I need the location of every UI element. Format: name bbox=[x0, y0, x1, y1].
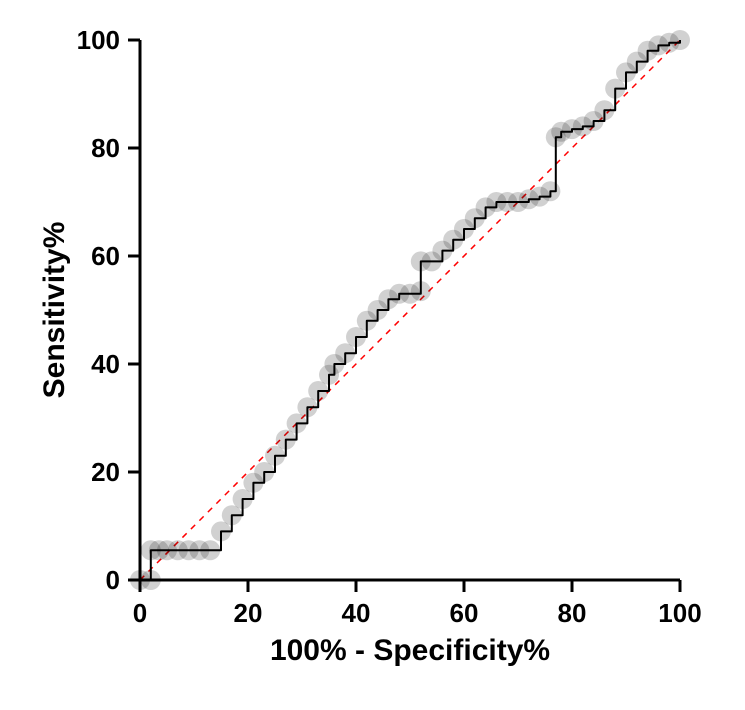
chart-svg: 0 20 40 60 80 100 0 20 40 60 80 100 100% - Specifici… bbox=[0, 0, 745, 710]
roc-chart: 0 20 40 60 80 100 0 20 40 60 80 100 100% - Specifici… bbox=[0, 0, 745, 710]
x-tick-label: 40 bbox=[342, 598, 371, 628]
y-tick-label: 40 bbox=[91, 349, 120, 379]
roc-point bbox=[200, 540, 220, 560]
y-tick-label: 0 bbox=[106, 565, 120, 595]
roc-point bbox=[594, 100, 614, 120]
roc-point bbox=[540, 181, 560, 201]
x-tick-label: 80 bbox=[558, 598, 587, 628]
x-tick-label: 60 bbox=[450, 598, 479, 628]
x-axis-title: 100% - Specificity% bbox=[270, 634, 550, 667]
y-axis-title: Sensitivity% bbox=[38, 222, 71, 399]
y-tick-label: 20 bbox=[91, 457, 120, 487]
roc-point bbox=[670, 30, 690, 50]
roc-point bbox=[411, 281, 431, 301]
x-tick-label: 20 bbox=[234, 598, 263, 628]
y-tick-label: 60 bbox=[91, 241, 120, 271]
y-tick-label: 80 bbox=[91, 133, 120, 163]
y-tick-label: 100 bbox=[77, 25, 120, 55]
x-tick-label: 100 bbox=[658, 598, 701, 628]
x-tick-label: 0 bbox=[133, 598, 147, 628]
